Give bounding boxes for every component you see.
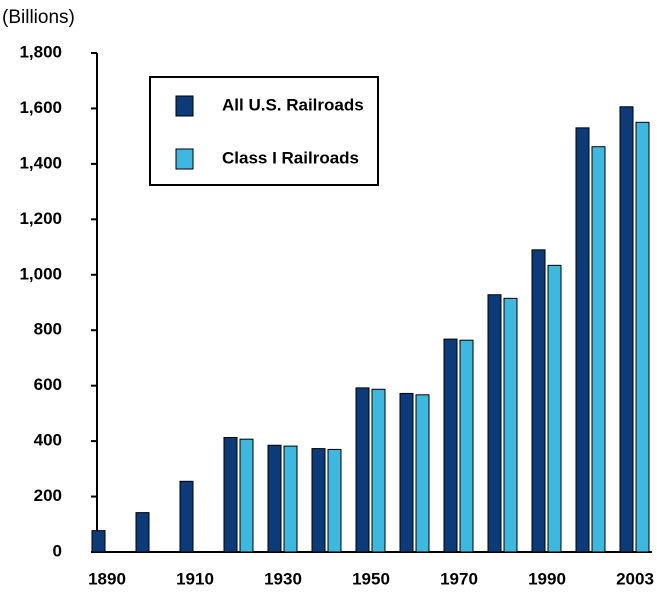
legend-label: All U.S. Railroads bbox=[222, 95, 364, 114]
bar bbox=[547, 264, 562, 553]
y-tick-label: 1,200 bbox=[19, 209, 62, 228]
bar bbox=[223, 437, 238, 553]
legend-swatch bbox=[175, 148, 194, 170]
bar bbox=[575, 127, 590, 553]
x-tick-label: 1970 bbox=[440, 569, 478, 588]
bar bbox=[487, 294, 502, 553]
legend-swatch bbox=[175, 95, 194, 117]
bar bbox=[619, 106, 634, 553]
y-tick-label: 600 bbox=[34, 375, 62, 394]
bar bbox=[459, 339, 474, 553]
y-tick-label: 1,800 bbox=[19, 42, 62, 61]
bar bbox=[531, 249, 546, 553]
y-tick-label: 400 bbox=[34, 431, 62, 450]
bar bbox=[591, 146, 606, 553]
bar bbox=[239, 438, 254, 553]
bar bbox=[91, 530, 106, 553]
y-tick-label: 1,600 bbox=[19, 98, 62, 117]
x-tick-label: 1990 bbox=[528, 569, 566, 588]
bar bbox=[399, 392, 414, 553]
bar bbox=[283, 445, 298, 553]
x-tick-label: 1950 bbox=[352, 569, 390, 588]
bar bbox=[311, 448, 326, 553]
y-tick-label: 800 bbox=[34, 320, 62, 339]
bar bbox=[635, 121, 650, 553]
x-tick-label: 1930 bbox=[264, 569, 302, 588]
y-tick-label: 200 bbox=[34, 486, 62, 505]
bar bbox=[443, 338, 458, 553]
x-tick-label: 1910 bbox=[176, 569, 214, 588]
x-tick-label: 1890 bbox=[88, 569, 126, 588]
bar bbox=[415, 394, 430, 553]
bar bbox=[267, 444, 282, 553]
bar bbox=[135, 512, 150, 553]
bar bbox=[179, 480, 194, 553]
y-tick-label: 1,000 bbox=[19, 264, 62, 283]
bar bbox=[503, 297, 518, 553]
bar bbox=[327, 448, 342, 553]
bar bbox=[371, 388, 386, 553]
y-tick-label: 0 bbox=[53, 541, 62, 560]
legend-label: Class I Railroads bbox=[222, 148, 359, 167]
x-tick-label: 2003 bbox=[616, 569, 654, 588]
unit-label: (Billions) bbox=[2, 7, 75, 28]
bar bbox=[355, 387, 370, 553]
y-tick-label: 1,400 bbox=[19, 153, 62, 172]
